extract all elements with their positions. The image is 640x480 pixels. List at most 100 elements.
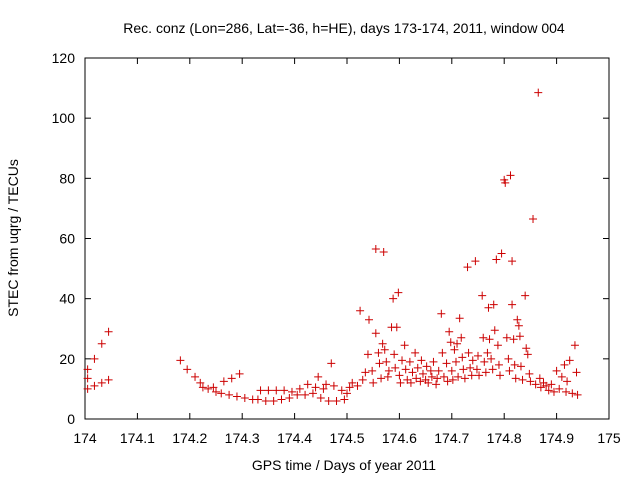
data-point	[356, 306, 365, 315]
data-point	[531, 380, 540, 389]
data-point	[269, 396, 278, 405]
data-point	[327, 359, 336, 368]
data-point	[378, 339, 387, 348]
data-point	[451, 357, 460, 366]
x-tick-label: 174.4	[277, 430, 312, 446]
x-tick-label: 174	[73, 430, 97, 446]
data-point	[511, 374, 520, 383]
y-axis-label: STEC from uqrg / TECUs	[5, 159, 21, 317]
data-point	[365, 315, 374, 324]
x-tick-label: 174.9	[539, 430, 574, 446]
data-point	[340, 395, 349, 404]
data-point	[536, 383, 545, 392]
data-point	[466, 363, 475, 372]
data-point	[391, 363, 400, 372]
data-point	[552, 366, 561, 375]
data-point	[509, 335, 518, 344]
data-point	[505, 366, 514, 375]
x-axis: 174 174.1 174.2 174.3 174.4 174.5 174.6 174.7 17…	[73, 58, 621, 446]
data-point	[413, 363, 422, 372]
data-point	[560, 360, 569, 369]
data-point	[417, 356, 426, 365]
chart-title: Rec. conz (Lon=286, Lat=-36, h=HE), days…	[123, 20, 565, 36]
data-point	[196, 378, 205, 387]
data-point	[570, 341, 579, 350]
data-point	[401, 365, 410, 374]
data-point	[464, 348, 473, 357]
data-point	[287, 387, 296, 396]
data-point	[455, 314, 464, 323]
data-point	[488, 365, 497, 374]
data-point	[411, 348, 420, 357]
data-point	[565, 356, 574, 365]
data-point	[232, 392, 241, 401]
data-point	[467, 371, 476, 380]
data-point	[400, 341, 409, 350]
y-tick-label: 0	[67, 411, 75, 427]
data-point	[568, 389, 577, 398]
data-point	[235, 369, 244, 378]
data-point	[483, 348, 492, 357]
data-point	[487, 354, 496, 363]
data-point	[83, 365, 92, 374]
data-point	[240, 393, 249, 402]
data-point	[439, 372, 448, 381]
data-point	[382, 357, 391, 366]
x-tick-label: 175	[597, 430, 621, 446]
data-point	[405, 357, 414, 366]
data-point	[345, 383, 354, 392]
data-point	[479, 333, 488, 342]
data-point	[363, 350, 372, 359]
data-point	[562, 387, 571, 396]
data-point	[493, 341, 502, 350]
data-point	[219, 377, 228, 386]
data-point	[97, 378, 106, 387]
x-axis-label: GPS time / Days of year 2011	[252, 457, 436, 473]
data-point	[396, 378, 405, 387]
data-point	[412, 374, 421, 383]
data-point	[513, 315, 522, 324]
data-point	[285, 393, 294, 402]
data-point	[301, 390, 310, 399]
data-point	[322, 380, 331, 389]
x-tick-label: 174.8	[487, 430, 522, 446]
data-point	[523, 350, 532, 359]
data-point	[256, 386, 265, 395]
data-point	[572, 368, 581, 377]
data-point	[510, 360, 519, 369]
data-point	[324, 396, 333, 405]
data-point	[481, 368, 490, 377]
data-point	[293, 390, 302, 399]
data-point	[97, 339, 106, 348]
data-point	[514, 321, 523, 330]
data-point	[176, 356, 185, 365]
data-point	[515, 332, 524, 341]
data-point	[427, 372, 436, 381]
data-point	[369, 378, 378, 387]
data-point	[453, 339, 462, 348]
data-point	[316, 393, 325, 402]
data-point	[471, 257, 480, 266]
data-point	[314, 372, 323, 381]
plot-frame	[84, 57, 610, 420]
data-point	[534, 88, 543, 97]
data-point	[394, 288, 403, 297]
data-point	[557, 372, 566, 381]
x-tick-label: 174.7	[434, 430, 469, 446]
data-point	[549, 387, 558, 396]
data-point	[535, 374, 544, 383]
data-point	[217, 389, 226, 398]
data-point	[225, 390, 234, 399]
data-point	[329, 381, 338, 390]
data-point	[547, 380, 556, 389]
data-point	[426, 366, 435, 375]
data-point	[408, 368, 417, 377]
data-points	[83, 88, 582, 405]
data-point	[198, 383, 207, 392]
data-point	[475, 371, 484, 380]
data-point	[437, 309, 446, 318]
data-point	[544, 386, 553, 395]
data-point	[443, 377, 452, 386]
data-point	[332, 396, 341, 405]
data-point	[204, 384, 213, 393]
